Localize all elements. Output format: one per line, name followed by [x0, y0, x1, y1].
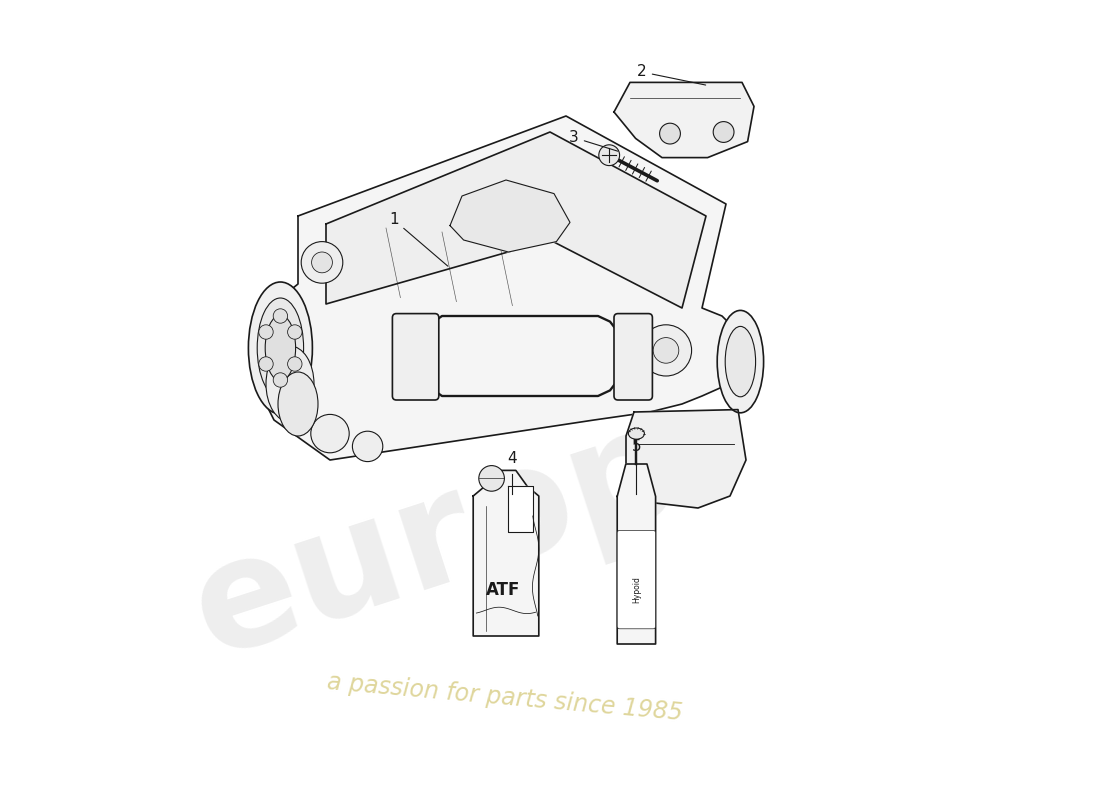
Text: Hypoid: Hypoid [631, 577, 641, 603]
Text: ATF: ATF [485, 581, 520, 598]
Ellipse shape [278, 372, 318, 436]
Text: a passion for parts since 1985: a passion for parts since 1985 [326, 670, 683, 725]
Circle shape [311, 252, 332, 273]
Circle shape [653, 338, 679, 363]
Circle shape [258, 325, 273, 339]
Circle shape [660, 123, 681, 144]
Text: 2: 2 [637, 65, 706, 85]
FancyBboxPatch shape [393, 314, 439, 400]
Ellipse shape [628, 428, 645, 439]
Text: 3: 3 [569, 130, 618, 151]
Ellipse shape [717, 310, 763, 413]
Polygon shape [626, 410, 746, 508]
FancyBboxPatch shape [614, 314, 652, 400]
Circle shape [301, 242, 343, 283]
Circle shape [258, 357, 273, 371]
Polygon shape [617, 464, 656, 644]
Ellipse shape [725, 326, 756, 397]
Circle shape [640, 325, 692, 376]
Circle shape [598, 145, 619, 166]
Text: 1: 1 [389, 213, 448, 266]
Polygon shape [614, 82, 754, 158]
Text: europ: europ [174, 391, 697, 688]
Circle shape [287, 357, 303, 371]
Circle shape [287, 325, 303, 339]
Ellipse shape [257, 298, 304, 398]
FancyBboxPatch shape [617, 530, 656, 629]
Polygon shape [473, 470, 539, 636]
Text: 4: 4 [507, 450, 516, 466]
Polygon shape [450, 180, 570, 252]
Ellipse shape [266, 346, 314, 422]
Circle shape [311, 414, 349, 453]
Circle shape [352, 431, 383, 462]
Polygon shape [258, 116, 746, 460]
Circle shape [713, 122, 734, 142]
Polygon shape [326, 132, 706, 308]
Ellipse shape [249, 282, 312, 414]
Polygon shape [507, 486, 534, 532]
Circle shape [273, 309, 287, 323]
Circle shape [478, 466, 505, 491]
Ellipse shape [265, 315, 296, 381]
Circle shape [273, 373, 287, 387]
Text: 5: 5 [631, 438, 641, 454]
